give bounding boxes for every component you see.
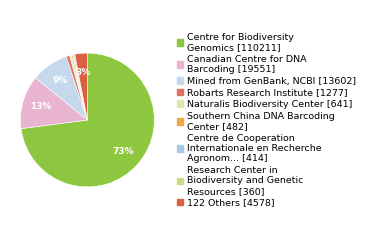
Wedge shape <box>74 54 87 120</box>
Wedge shape <box>35 57 87 120</box>
Wedge shape <box>21 78 87 129</box>
Legend: Centre for Biodiversity
Genomics [110211], Canadian Centre for DNA
Barcoding [19: Centre for Biodiversity Genomics [110211… <box>175 31 358 209</box>
Wedge shape <box>70 55 87 120</box>
Wedge shape <box>71 55 87 120</box>
Wedge shape <box>75 53 87 120</box>
Wedge shape <box>21 53 154 187</box>
Wedge shape <box>73 54 87 120</box>
Text: 73%: 73% <box>113 147 135 156</box>
Wedge shape <box>66 55 87 120</box>
Text: 3%: 3% <box>75 68 90 77</box>
Text: 9%: 9% <box>52 76 68 85</box>
Text: 13%: 13% <box>30 102 52 111</box>
